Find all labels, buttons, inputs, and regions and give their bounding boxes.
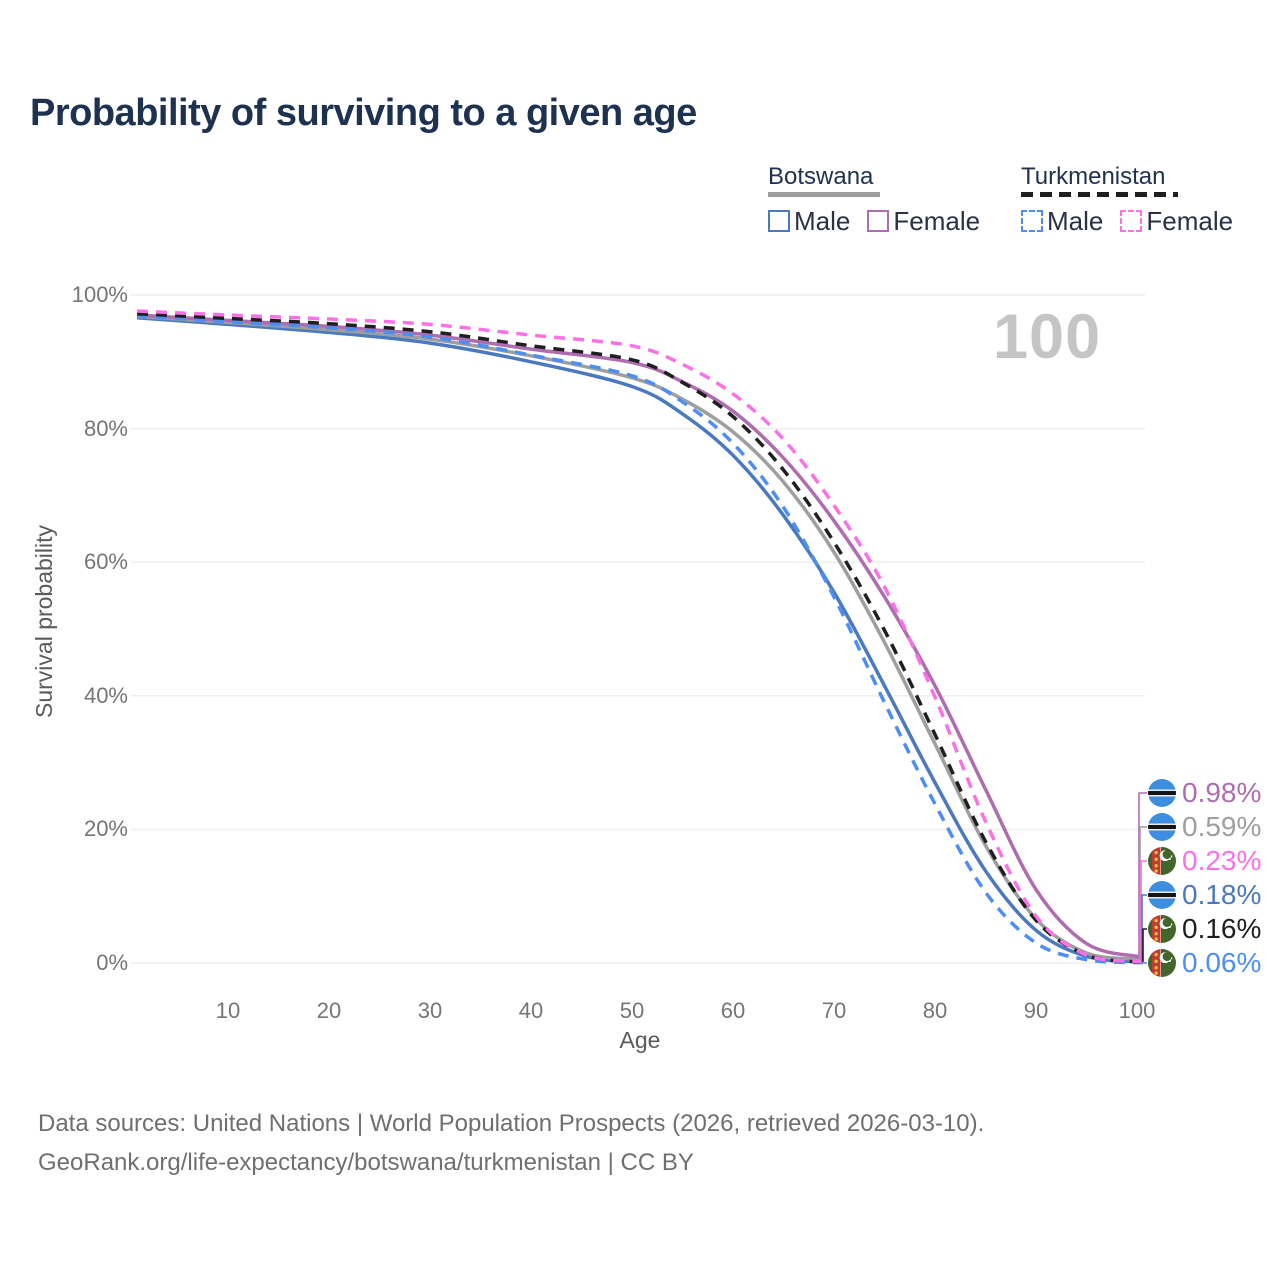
gridlines (131, 294, 1145, 964)
x-tick: 60 (720, 998, 746, 1023)
legend-item-botswana-male[interactable]: Male (768, 206, 850, 237)
end-label-botswana-female: 0.98% (1148, 779, 1261, 807)
end-label-botswana-male: 0.18% (1148, 881, 1261, 909)
y-tick: 0% (96, 950, 128, 975)
end-label-turkmenistan-both: 0.16% (1148, 915, 1261, 943)
botswana-flag-icon (1148, 813, 1176, 841)
x-tick: 50 (619, 998, 645, 1023)
page-title: Probability of surviving to a given age (30, 92, 697, 134)
end-label-turkmenistan-male: 0.06% (1148, 949, 1261, 977)
y-tick: 80% (83, 415, 128, 441)
turkmenistan-female-swatch (1120, 210, 1143, 232)
y-tick: 20% (83, 816, 128, 842)
x-tick: 10 (215, 998, 241, 1023)
y-tick: 60% (83, 549, 128, 575)
turkmenistan-line-swatch (1021, 192, 1178, 197)
turkmenistan-flag-icon (1148, 915, 1176, 943)
legend-item-label: Male (1047, 205, 1104, 236)
legend-group-botswana: Botswana Male Female (768, 164, 980, 237)
turkmenistan-flag-icon (1148, 847, 1176, 875)
curve-turkmenistan-male[interactable] (136, 313, 1143, 965)
curve-botswana-male[interactable] (136, 315, 1143, 964)
y-tick: 100% (71, 282, 128, 307)
x-tick: 90 (1023, 998, 1049, 1023)
end-label-value: 0.06% (1182, 947, 1262, 978)
x-tick: 100 (1118, 998, 1156, 1023)
end-label-value: 0.98% (1182, 777, 1262, 808)
legend-item-label: Female (893, 205, 981, 236)
legend-item-turkmenistan-male[interactable]: Male (1021, 206, 1103, 237)
end-label-value: 0.18% (1182, 879, 1262, 910)
botswana-flag-icon (1148, 779, 1176, 807)
end-label-turkmenistan-female: 0.23% (1148, 847, 1261, 875)
botswana-female-swatch (867, 210, 890, 232)
curve-turkmenistan[interactable] (137, 311, 1143, 964)
legend-group-title-turkmenistan: Turkmenistan (1021, 163, 1166, 190)
end-label-value: 0.23% (1182, 845, 1262, 876)
data-source-note: Data sources: United Nations | World Pop… (38, 1110, 985, 1137)
x-tick: 30 (417, 998, 443, 1023)
end-label-value: 0.16% (1182, 913, 1262, 944)
hovered-age-watermark: 100 (993, 302, 1102, 372)
turkmenistan-male-swatch (1021, 210, 1043, 232)
curve-botswana[interactable] (136, 314, 1143, 961)
turkmenistan-flag-icon (1148, 949, 1176, 977)
attribution-link[interactable]: GeoRank.org/life-expectancy/botswana/tur… (38, 1149, 694, 1176)
curve-botswana-female[interactable] (136, 313, 1143, 959)
legend-item-turkmenistan-female[interactable]: Female (1120, 206, 1233, 237)
botswana-flag-icon (1148, 881, 1176, 909)
legend-item-label: Female (1146, 205, 1234, 236)
x-tick: 20 (316, 998, 342, 1023)
botswana-line-swatch (768, 192, 880, 197)
y-tick: 40% (83, 682, 128, 708)
legend-group-turkmenistan: Turkmenistan Male Female (1021, 164, 1233, 237)
botswana-male-swatch (768, 210, 790, 232)
end-label-leader-lines (1138, 792, 1147, 964)
x-tick: 80 (922, 998, 948, 1023)
curve-turkmenistan-female[interactable] (137, 309, 1143, 964)
x-tick: 40 (518, 998, 544, 1023)
end-label-botswana-both: 0.59% (1148, 813, 1261, 841)
end-label-value: 0.59% (1182, 811, 1262, 842)
x-tick: 70 (821, 998, 847, 1023)
x-axis-label: Age (619, 1027, 661, 1053)
y-axis-label: Survival probability (31, 524, 57, 718)
legend-group-title-botswana: Botswana (768, 163, 874, 190)
legend-item-botswana-female[interactable]: Female (867, 206, 980, 237)
legend-item-label: Male (794, 205, 851, 236)
